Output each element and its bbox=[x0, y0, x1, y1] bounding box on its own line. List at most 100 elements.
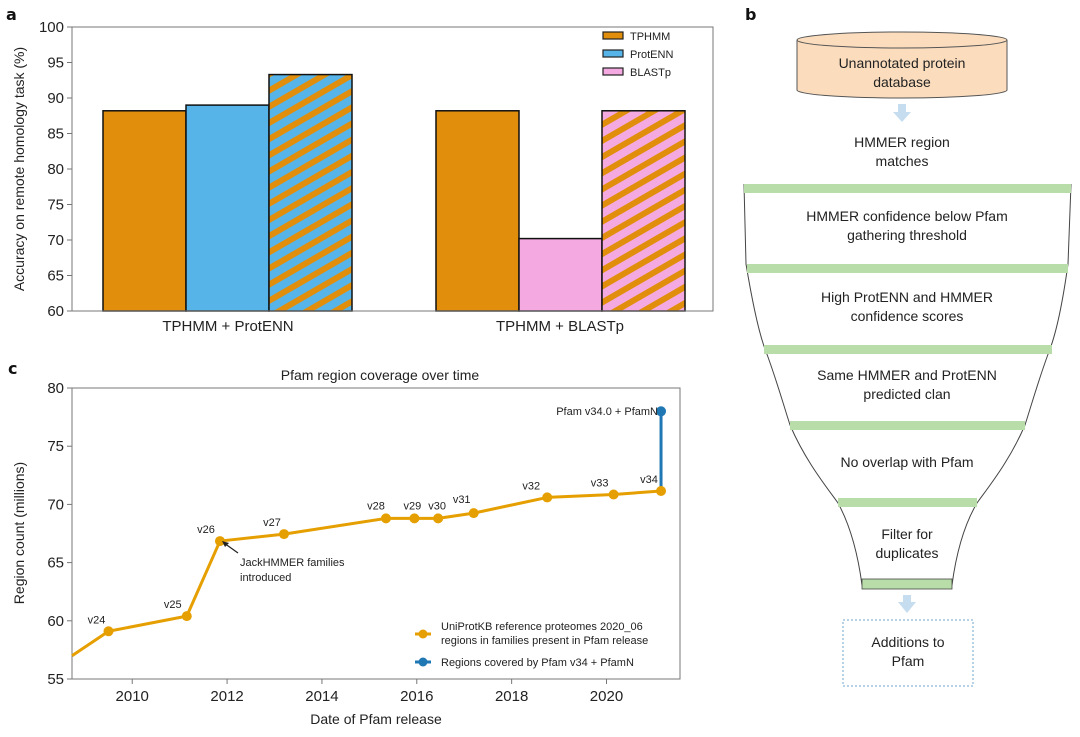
panel-b: b Unannotated protein database HMMER reg… bbox=[743, 5, 1072, 687]
data-point-v28 bbox=[380, 513, 391, 524]
point-label-v30: v30 bbox=[428, 500, 446, 512]
a-ylabel: Accuracy on remote homology task (%) bbox=[11, 47, 27, 291]
cylinder-top bbox=[796, 31, 1008, 49]
c-xtick-label: 2018 bbox=[495, 688, 528, 705]
c-legend: UniProtKB reference proteomes 2020_06 re… bbox=[415, 621, 648, 669]
database-label: Unannotated protein bbox=[839, 55, 966, 71]
c-axes: 55 60 65 70 75 80 2010 2012 2014 2016 2018 2020 bbox=[47, 380, 623, 705]
cylinder-body bbox=[796, 40, 1008, 99]
legend-swatch-blastp bbox=[602, 67, 624, 76]
panel-label-c: c bbox=[8, 359, 17, 378]
data-point-v27 bbox=[278, 529, 289, 540]
point-label-v34: v34 bbox=[640, 474, 658, 486]
funnel-band bbox=[861, 578, 953, 590]
annotation-arrow-head bbox=[222, 541, 229, 547]
panel-label-b: b bbox=[745, 5, 756, 24]
legend-label: BLASTp bbox=[630, 67, 671, 79]
annotation-text: introduced bbox=[240, 572, 291, 584]
input-label: matches bbox=[876, 153, 929, 169]
point-label-v31: v31 bbox=[453, 494, 471, 506]
a-bars bbox=[102, 73, 686, 312]
funnel-outline bbox=[743, 183, 1072, 586]
data-point-v33 bbox=[608, 489, 619, 500]
c-lines: v24 v25 v26 v27 v28 v29 v30 v31 v32 v33 v34 bbox=[71, 406, 667, 657]
funnel-band bbox=[790, 421, 1025, 430]
data-point-v32 bbox=[542, 492, 553, 503]
data-point-v29 bbox=[409, 513, 420, 524]
point-label-v33: v33 bbox=[591, 478, 609, 490]
legend-label: TPHMM bbox=[630, 31, 670, 43]
point-label-v32: v32 bbox=[522, 480, 540, 492]
c-ytick-label: 70 bbox=[47, 496, 64, 513]
a-ytick-label: 65 bbox=[47, 268, 64, 285]
output-label: Pfam bbox=[892, 653, 925, 669]
point-label-v26: v26 bbox=[197, 524, 215, 536]
c-xtick-label: 2012 bbox=[210, 688, 243, 705]
legend-swatch-protenn bbox=[602, 49, 624, 58]
data-point-v25 bbox=[181, 611, 192, 622]
bar-tphmm-protenn-combined bbox=[268, 73, 353, 312]
bar-protenn bbox=[185, 104, 270, 312]
a-ytick-label: 90 bbox=[47, 90, 64, 107]
funnel-band bbox=[838, 498, 977, 507]
stage-label: predicted clan bbox=[863, 386, 950, 402]
a-ytick-label: 60 bbox=[47, 303, 64, 320]
legend-marker-blue bbox=[418, 657, 428, 667]
c-xtick-label: 2010 bbox=[116, 688, 149, 705]
c-xtick-label: 2020 bbox=[590, 688, 623, 705]
data-point-v31 bbox=[468, 508, 479, 519]
c-ytick-label: 65 bbox=[47, 555, 64, 572]
c-ytick-label: 75 bbox=[47, 438, 64, 455]
c-title: Pfam region coverage over time bbox=[281, 367, 480, 383]
funnel-band bbox=[747, 264, 1068, 273]
stage-label: Filter for bbox=[881, 526, 933, 542]
a-ytick-label: 100 bbox=[39, 19, 64, 36]
stage-label: confidence scores bbox=[851, 308, 964, 324]
stage-label: gathering threshold bbox=[847, 227, 967, 243]
a-ytick-label: 80 bbox=[47, 161, 64, 178]
bar-tphmm bbox=[435, 110, 520, 312]
stage-label: HMMER confidence below Pfam bbox=[806, 208, 1008, 224]
point-label-v28: v28 bbox=[367, 500, 385, 512]
a-ytick-label: 75 bbox=[47, 197, 64, 214]
c-ytick-label: 60 bbox=[47, 613, 64, 630]
funnel-band bbox=[744, 184, 1071, 193]
c-xtick-label: 2014 bbox=[305, 688, 338, 705]
panel-a: a Accuracy on remote homology task (%) 6… bbox=[6, 5, 714, 335]
arrow-down-icon bbox=[893, 104, 911, 122]
a-xtick-label: TPHMM + ProtENN bbox=[162, 318, 293, 335]
a-ytick-label: 85 bbox=[47, 126, 64, 143]
bar-tphmm-blastp-combined bbox=[601, 110, 686, 312]
panel-c: c Pfam region coverage over time Region … bbox=[8, 359, 681, 727]
data-point-v34 bbox=[656, 486, 667, 497]
a-y-ticks: 60 65 70 75 80 85 90 95 100 bbox=[39, 19, 72, 320]
legend-text: Regions covered by Pfam v34 + PfamN bbox=[441, 657, 634, 669]
a-plot-frame bbox=[71, 26, 714, 312]
point-label-v27: v27 bbox=[263, 517, 281, 529]
c-ytick-label: 80 bbox=[47, 380, 64, 397]
legend-text: regions in families present in Pfam rele… bbox=[441, 635, 648, 647]
panel-label-a: a bbox=[6, 5, 17, 24]
legend-label: ProtENN bbox=[630, 49, 673, 61]
annotation-text: JackHMMER families bbox=[240, 557, 345, 569]
database-label: database bbox=[873, 74, 931, 90]
point-label-v24: v24 bbox=[88, 614, 106, 626]
stage-label: Same HMMER and ProtENN bbox=[817, 367, 997, 383]
c-xtick-label: 2016 bbox=[400, 688, 433, 705]
funnel-bands bbox=[744, 184, 1071, 590]
c-ytick-label: 55 bbox=[47, 671, 64, 688]
point-label-v29: v29 bbox=[404, 500, 422, 512]
c-ylabel: Region count (millions) bbox=[11, 462, 27, 604]
input-label: HMMER region bbox=[854, 134, 950, 150]
data-point-pfamn bbox=[656, 406, 667, 417]
stage-label: No overlap with Pfam bbox=[840, 454, 973, 470]
pfam-coverage-line bbox=[71, 489, 662, 657]
data-point-v30 bbox=[433, 513, 444, 524]
legend-text: UniProtKB reference proteomes 2020_06 bbox=[441, 621, 643, 633]
a-ytick-label: 70 bbox=[47, 232, 64, 249]
a-legend: TPHMM ProtENN BLASTp bbox=[602, 31, 673, 79]
output-label: Additions to bbox=[871, 634, 944, 650]
funnel-band bbox=[764, 345, 1052, 354]
pfamn-label: Pfam v34.0 + PfamN bbox=[556, 406, 658, 418]
database-cylinder: Unannotated protein database bbox=[796, 31, 1008, 99]
